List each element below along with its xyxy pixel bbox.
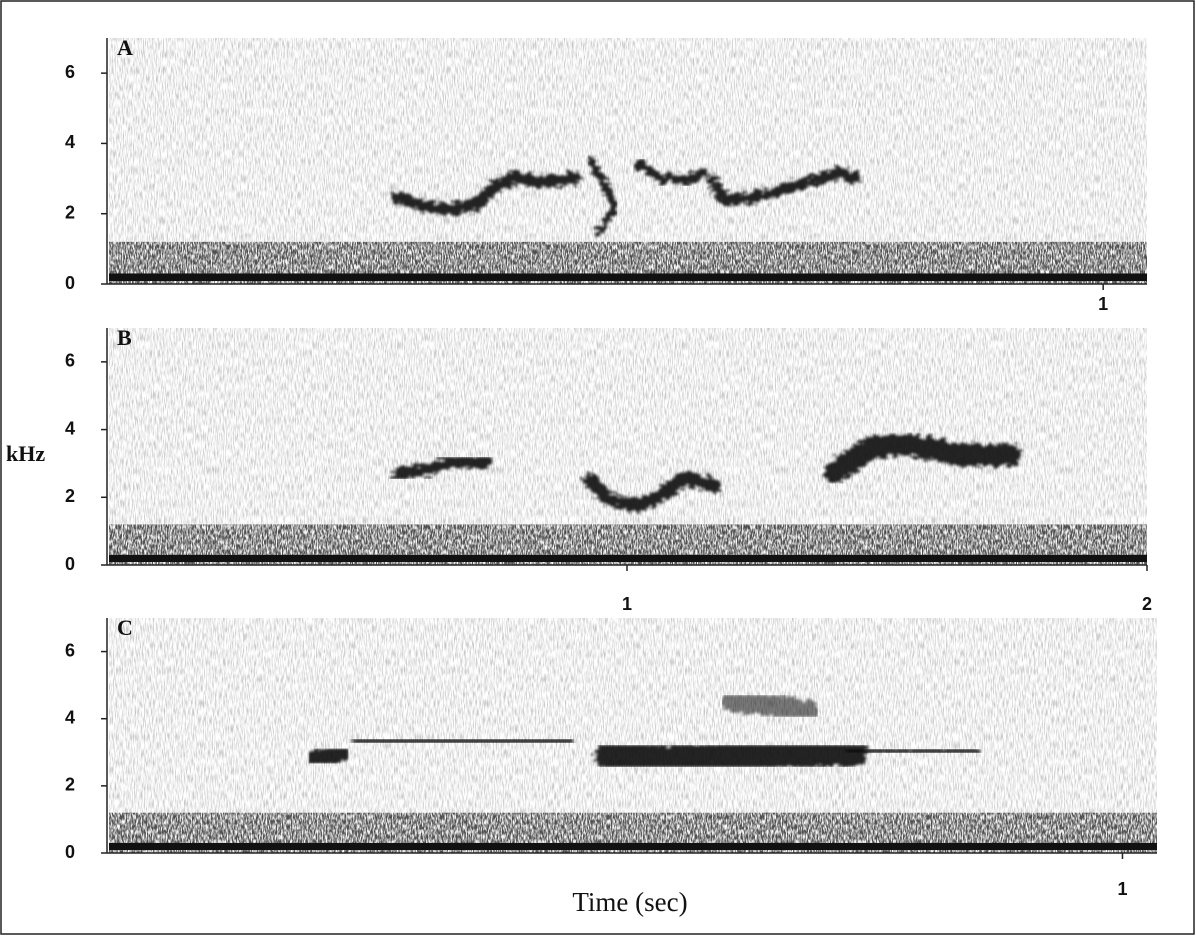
y-tick-label: 6 xyxy=(65,62,75,82)
panel-label: A xyxy=(117,35,133,60)
call-trace xyxy=(586,156,619,236)
call-trace xyxy=(595,733,867,779)
y-tick-label: 4 xyxy=(65,132,75,152)
panels: A 0 2 4 6 1 B 0 2 4 6 1 2 C 0 2 4 6 1 xyxy=(65,35,1157,899)
panel-label: B xyxy=(117,325,132,350)
x-tick-label: 1 xyxy=(1117,879,1127,899)
call-trace xyxy=(706,166,861,206)
y-tick-label: 6 xyxy=(65,351,75,371)
low-frequency-band xyxy=(109,273,1147,281)
call-trace xyxy=(719,689,821,723)
call-trace xyxy=(303,743,354,769)
spectrogram-panel: A 0 2 4 6 1 xyxy=(65,35,1147,314)
y-tick-label: 2 xyxy=(65,775,75,795)
y-tick-label: 0 xyxy=(65,554,75,574)
x-tick-label: 2 xyxy=(1142,594,1152,614)
call-trace xyxy=(845,745,980,757)
y-tick-label: 0 xyxy=(65,842,75,862)
panel-label: C xyxy=(117,615,133,640)
y-tick-label: 4 xyxy=(65,707,75,727)
spectrogram-panel: B 0 2 4 6 1 2 xyxy=(65,325,1152,614)
y-tick-label: 0 xyxy=(65,273,75,293)
call-trace xyxy=(824,433,1021,483)
y-tick-label: 2 xyxy=(65,202,75,222)
call-trace xyxy=(389,172,581,216)
y-axis-label: kHz xyxy=(6,441,45,466)
y-tick-label: 6 xyxy=(65,640,75,660)
call-trace xyxy=(350,725,575,757)
call-trace xyxy=(392,456,491,480)
y-tick-label: 2 xyxy=(65,486,75,506)
call-trace xyxy=(635,160,710,185)
x-tick-label: 1 xyxy=(622,594,632,614)
call-trace xyxy=(583,471,722,513)
y-tick-label: 4 xyxy=(65,418,75,438)
x-tick-label: 1 xyxy=(1098,294,1108,314)
x-axis-label: Time (sec) xyxy=(572,887,687,917)
spectrogram-panel: C 0 2 4 6 1 xyxy=(65,615,1157,899)
low-frequency-band xyxy=(109,554,1147,562)
low-frequency-band xyxy=(109,842,1157,850)
